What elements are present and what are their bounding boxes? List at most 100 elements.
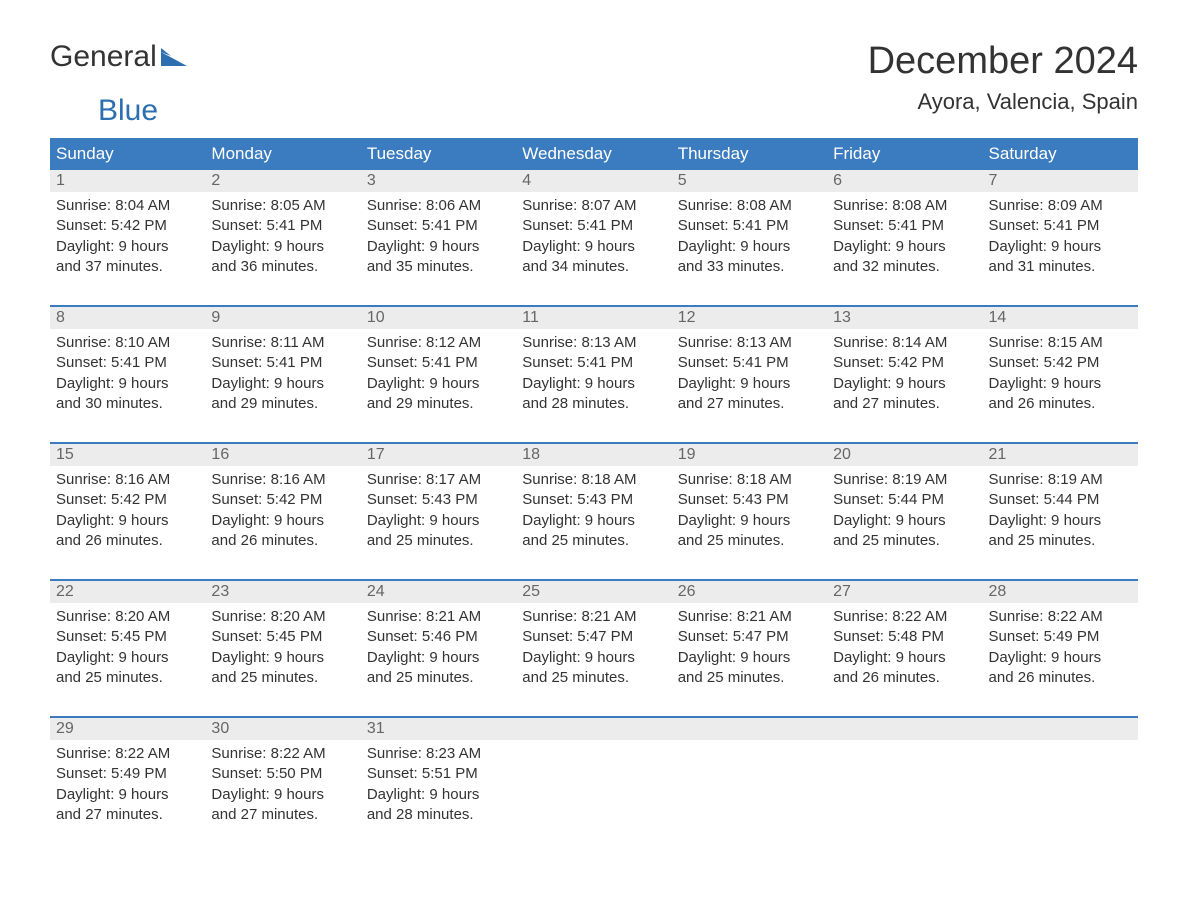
day-number: 1 — [50, 170, 205, 192]
day-number: 9 — [205, 307, 360, 329]
day-sunset: Sunset: 5:41 PM — [522, 216, 665, 236]
day-number: 29 — [50, 718, 205, 740]
day-cell: Sunrise: 8:16 AMSunset: 5:42 PMDaylight:… — [50, 466, 205, 579]
day-d2: and 27 minutes. — [211, 805, 354, 825]
day-content-row: Sunrise: 8:04 AMSunset: 5:42 PMDaylight:… — [50, 192, 1138, 305]
day-sunset: Sunset: 5:41 PM — [211, 353, 354, 373]
day-cell: Sunrise: 8:22 AMSunset: 5:49 PMDaylight:… — [983, 603, 1138, 716]
day-sunrise: Sunrise: 8:21 AM — [678, 607, 821, 627]
day-sunset: Sunset: 5:43 PM — [678, 490, 821, 510]
day-sunset: Sunset: 5:42 PM — [833, 353, 976, 373]
day-d1: Daylight: 9 hours — [211, 648, 354, 668]
day-number — [983, 718, 1138, 740]
day-sunrise: Sunrise: 8:23 AM — [367, 744, 510, 764]
day-number: 26 — [672, 581, 827, 603]
day-d2: and 32 minutes. — [833, 257, 976, 277]
day-number: 27 — [827, 581, 982, 603]
day-d2: and 29 minutes. — [211, 394, 354, 414]
daynum-row: 1234567 — [50, 170, 1138, 192]
day-cell: Sunrise: 8:21 AMSunset: 5:47 PMDaylight:… — [672, 603, 827, 716]
day-d1: Daylight: 9 hours — [833, 374, 976, 394]
day-d2: and 25 minutes. — [211, 668, 354, 688]
day-sunrise: Sunrise: 8:15 AM — [989, 333, 1132, 353]
day-d2: and 37 minutes. — [56, 257, 199, 277]
day-sunrise: Sunrise: 8:08 AM — [678, 196, 821, 216]
day-header: Tuesday — [361, 138, 516, 170]
day-sunrise: Sunrise: 8:22 AM — [211, 744, 354, 764]
day-d1: Daylight: 9 hours — [211, 374, 354, 394]
day-d2: and 25 minutes. — [678, 531, 821, 551]
day-sunset: Sunset: 5:41 PM — [833, 216, 976, 236]
day-d2: and 27 minutes. — [56, 805, 199, 825]
day-d2: and 27 minutes. — [678, 394, 821, 414]
day-d2: and 25 minutes. — [522, 668, 665, 688]
day-number: 28 — [983, 581, 1138, 603]
day-sunset: Sunset: 5:41 PM — [678, 216, 821, 236]
day-d2: and 26 minutes. — [989, 668, 1132, 688]
day-number: 22 — [50, 581, 205, 603]
day-sunrise: Sunrise: 8:08 AM — [833, 196, 976, 216]
day-number: 3 — [361, 170, 516, 192]
day-d2: and 25 minutes. — [989, 531, 1132, 551]
day-d1: Daylight: 9 hours — [56, 648, 199, 668]
day-number: 13 — [827, 307, 982, 329]
day-cell: Sunrise: 8:23 AMSunset: 5:51 PMDaylight:… — [361, 740, 516, 853]
day-number: 25 — [516, 581, 671, 603]
day-d1: Daylight: 9 hours — [56, 511, 199, 531]
day-d1: Daylight: 9 hours — [211, 511, 354, 531]
day-sunset: Sunset: 5:42 PM — [56, 490, 199, 510]
day-sunset: Sunset: 5:42 PM — [56, 216, 199, 236]
day-sunrise: Sunrise: 8:21 AM — [367, 607, 510, 627]
daynum-row: 293031 — [50, 718, 1138, 740]
day-number: 10 — [361, 307, 516, 329]
header: General Blue December 2024 Ayora, Valenc… — [50, 40, 1138, 128]
day-cell: Sunrise: 8:11 AMSunset: 5:41 PMDaylight:… — [205, 329, 360, 442]
day-sunrise: Sunrise: 8:14 AM — [833, 333, 976, 353]
day-number: 5 — [672, 170, 827, 192]
daynum-row: 22232425262728 — [50, 581, 1138, 603]
day-cell: Sunrise: 8:16 AMSunset: 5:42 PMDaylight:… — [205, 466, 360, 579]
day-d1: Daylight: 9 hours — [833, 237, 976, 257]
day-d1: Daylight: 9 hours — [522, 511, 665, 531]
day-sunrise: Sunrise: 8:19 AM — [833, 470, 976, 490]
day-cell: Sunrise: 8:09 AMSunset: 5:41 PMDaylight:… — [983, 192, 1138, 305]
day-sunset: Sunset: 5:41 PM — [989, 216, 1132, 236]
day-cell: Sunrise: 8:06 AMSunset: 5:41 PMDaylight:… — [361, 192, 516, 305]
day-d1: Daylight: 9 hours — [678, 511, 821, 531]
day-number: 20 — [827, 444, 982, 466]
day-sunrise: Sunrise: 8:13 AM — [522, 333, 665, 353]
day-sunset: Sunset: 5:47 PM — [678, 627, 821, 647]
day-number: 18 — [516, 444, 671, 466]
day-header: Monday — [205, 138, 360, 170]
day-cell: Sunrise: 8:22 AMSunset: 5:48 PMDaylight:… — [827, 603, 982, 716]
day-sunset: Sunset: 5:49 PM — [56, 764, 199, 784]
day-cell: Sunrise: 8:22 AMSunset: 5:50 PMDaylight:… — [205, 740, 360, 853]
day-sunrise: Sunrise: 8:07 AM — [522, 196, 665, 216]
day-cell — [516, 740, 671, 853]
day-d2: and 25 minutes. — [367, 531, 510, 551]
day-number: 7 — [983, 170, 1138, 192]
day-d1: Daylight: 9 hours — [367, 785, 510, 805]
day-d2: and 30 minutes. — [56, 394, 199, 414]
day-number: 2 — [205, 170, 360, 192]
day-number — [827, 718, 982, 740]
brand-flag-icon — [161, 40, 187, 74]
day-sunrise: Sunrise: 8:09 AM — [989, 196, 1132, 216]
day-d1: Daylight: 9 hours — [211, 237, 354, 257]
day-number: 4 — [516, 170, 671, 192]
day-sunset: Sunset: 5:51 PM — [367, 764, 510, 784]
day-sunrise: Sunrise: 8:16 AM — [211, 470, 354, 490]
day-d2: and 35 minutes. — [367, 257, 510, 277]
day-number: 11 — [516, 307, 671, 329]
day-sunrise: Sunrise: 8:16 AM — [56, 470, 199, 490]
day-header-row: SundayMondayTuesdayWednesdayThursdayFrid… — [50, 138, 1138, 170]
day-d1: Daylight: 9 hours — [678, 237, 821, 257]
day-d1: Daylight: 9 hours — [56, 237, 199, 257]
day-d2: and 25 minutes. — [522, 531, 665, 551]
day-sunset: Sunset: 5:41 PM — [211, 216, 354, 236]
day-sunset: Sunset: 5:44 PM — [833, 490, 976, 510]
day-sunrise: Sunrise: 8:19 AM — [989, 470, 1132, 490]
day-content-row: Sunrise: 8:22 AM Sunset: 5:49 PM Daylight:… — [50, 740, 1138, 853]
day-content-row: Sunrise: 8:20 AMSunset: 5:45 PMDaylight:… — [50, 603, 1138, 716]
day-d2: and 25 minutes. — [833, 531, 976, 551]
